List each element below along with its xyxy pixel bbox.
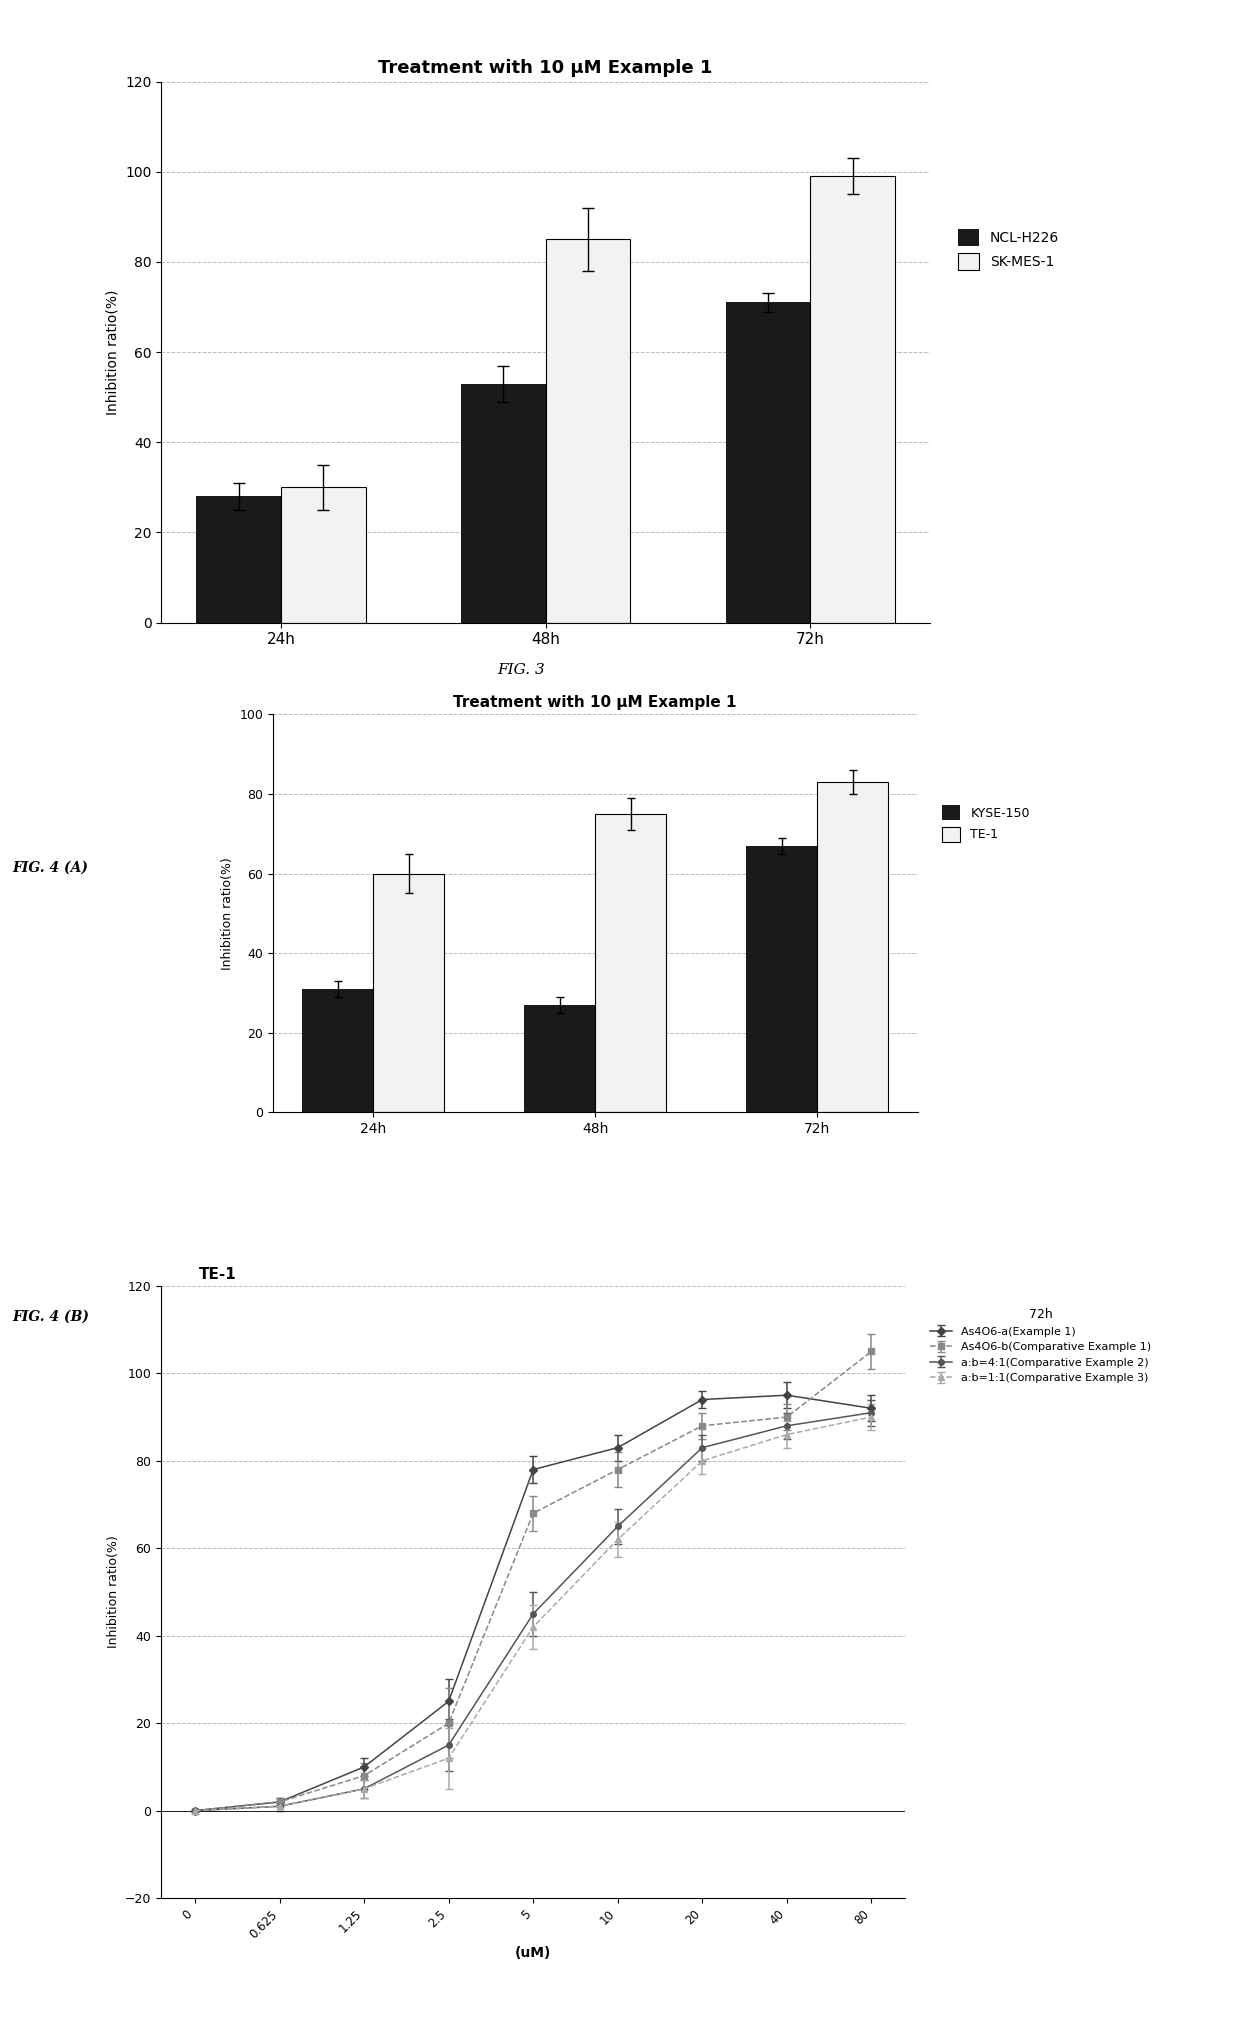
Bar [725, 302, 810, 623]
Text: FIG. 4 (B): FIG. 4 (B) [12, 1310, 89, 1323]
Text: TE-1: TE-1 [198, 1267, 236, 1282]
Bar [746, 845, 817, 1112]
Bar [525, 1004, 595, 1112]
Bar [595, 814, 666, 1112]
Y-axis label: Inhibition ratio(%): Inhibition ratio(%) [105, 290, 119, 414]
Legend: KYSE-150, TE-1: KYSE-150, TE-1 [936, 800, 1035, 847]
Bar [303, 990, 373, 1112]
Bar [373, 874, 444, 1112]
Legend: As4O6-a(Example 1), As4O6-b(Comparative Example 1), a:b=4:1(Comparative Example : As4O6-a(Example 1), As4O6-b(Comparative … [925, 1304, 1156, 1388]
Text: FIG. 4 (A): FIG. 4 (A) [12, 861, 88, 874]
Bar [817, 782, 888, 1112]
Y-axis label: Inhibition ratio(%): Inhibition ratio(%) [221, 857, 233, 969]
Title: Treatment with 10 μM Example 1: Treatment with 10 μM Example 1 [378, 59, 713, 78]
Bar [281, 488, 366, 623]
Text: FIG. 3: FIG. 3 [497, 663, 544, 678]
Legend: NCL-H226, SK-MES-1: NCL-H226, SK-MES-1 [952, 225, 1065, 276]
Bar [461, 384, 546, 623]
Bar [810, 176, 895, 623]
X-axis label: (uM): (uM) [515, 1947, 552, 1959]
Title: Treatment with 10 μM Example 1: Treatment with 10 μM Example 1 [454, 696, 737, 710]
Bar [546, 239, 630, 623]
Bar [196, 496, 281, 623]
Y-axis label: Inhibition ratio(%): Inhibition ratio(%) [107, 1535, 119, 1649]
